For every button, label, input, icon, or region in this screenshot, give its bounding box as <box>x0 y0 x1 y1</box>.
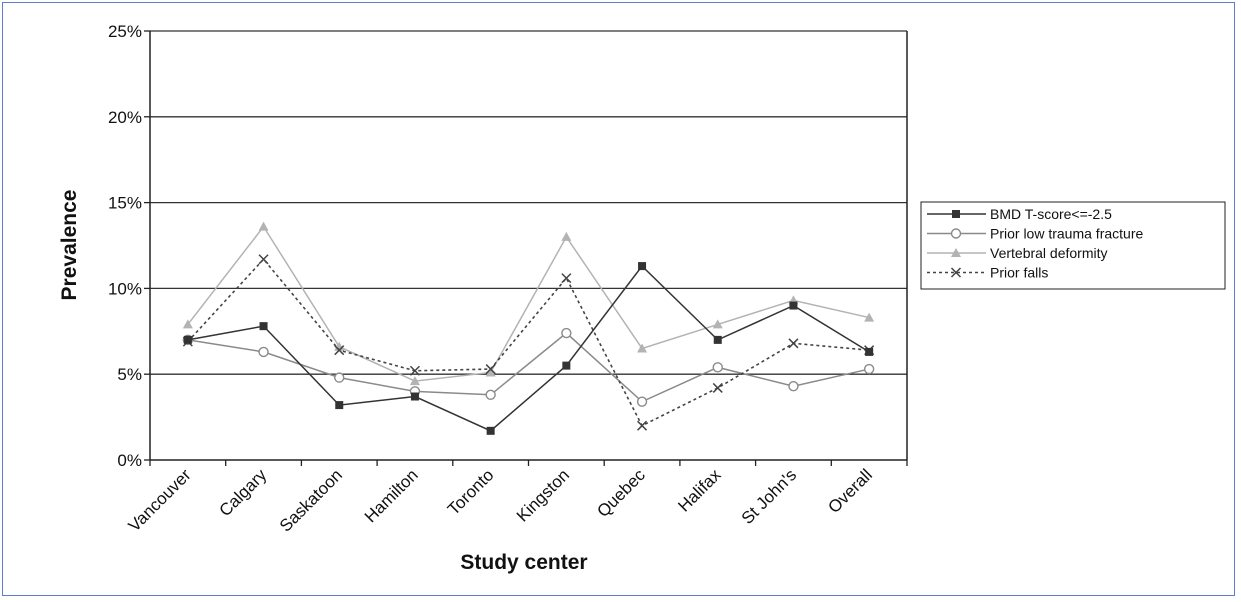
data-point <box>334 345 345 356</box>
legend: BMD T-score<=-2.5 Prior low trauma fractu… <box>920 201 1226 290</box>
legend-label: BMD T-score<=-2.5 <box>990 206 1112 222</box>
data-point <box>788 381 799 392</box>
gridlines <box>150 30 907 375</box>
y-tick-label: 25% <box>108 22 142 41</box>
x-tick-label: Halifax <box>674 465 725 516</box>
data-point <box>486 426 495 435</box>
x-axis-title: Study center <box>460 551 587 574</box>
data-point <box>712 362 723 373</box>
legend-item: BMD T-score<=-2.5 <box>927 206 1112 222</box>
legend-item: Vertebral deformity <box>927 245 1108 261</box>
series-line <box>187 258 870 427</box>
data-point <box>864 312 875 322</box>
data-point <box>950 228 962 239</box>
data-point <box>865 347 874 356</box>
data-point <box>409 376 420 386</box>
legend-label: Prior low trauma fracture <box>990 226 1143 242</box>
series-4 <box>182 254 875 431</box>
axes <box>144 30 908 466</box>
y-tick-label: 20% <box>108 108 142 127</box>
data-point <box>951 248 961 257</box>
data-point <box>636 396 648 407</box>
data-point <box>789 301 798 310</box>
y-tick-label: 15% <box>108 194 142 213</box>
data-point <box>713 335 722 344</box>
y-tick-label: 10% <box>108 279 142 298</box>
data-point <box>638 262 647 271</box>
x-tick-label: Saskatoon <box>276 465 346 535</box>
data-point <box>637 420 648 431</box>
data-point <box>410 392 419 401</box>
legend-label: Prior falls <box>990 265 1048 281</box>
x-tick-label: Vancouver <box>125 465 195 535</box>
data-point <box>788 338 799 349</box>
x-tick-label: Toronto <box>444 465 498 519</box>
x-tick-label: Overall <box>824 465 876 517</box>
data-point <box>561 231 572 241</box>
legend-item: Prior low trauma fracture <box>927 226 1143 242</box>
x-tick-label: Quebec <box>593 465 649 521</box>
series-line <box>187 264 870 432</box>
x-tick-label: Kingston <box>513 465 573 525</box>
data-point <box>258 346 269 358</box>
data-point <box>485 389 496 400</box>
data-point <box>258 221 269 231</box>
data-point <box>561 273 572 284</box>
data-point <box>258 254 269 265</box>
x-tick-labels: Vancouver Calgary Saskatoon Hamilton Toronto… <box>125 465 876 536</box>
y-axis-title: Prevalence <box>58 190 81 301</box>
data-point <box>952 210 960 218</box>
data-point <box>637 343 648 353</box>
series-layer <box>182 221 875 435</box>
series-line <box>187 225 870 382</box>
data-point <box>863 363 875 375</box>
legend-item: Prior falls <box>927 265 1048 281</box>
data-point <box>409 365 420 376</box>
data-point <box>562 361 571 370</box>
series-1 <box>183 262 874 435</box>
x-tick-label: Calgary <box>216 465 271 520</box>
series-line <box>187 332 870 403</box>
data-point <box>335 401 344 410</box>
data-point <box>485 367 496 377</box>
legend-label: Vertebral deformity <box>990 245 1108 261</box>
data-point <box>950 267 962 278</box>
y-tick-label: 0% <box>117 451 142 470</box>
data-point <box>561 327 572 339</box>
data-point <box>712 382 723 393</box>
data-point <box>259 322 268 331</box>
data-point <box>183 335 192 344</box>
x-tick-label: Hamilton <box>361 465 422 526</box>
series-3 <box>182 221 875 386</box>
data-point <box>182 319 193 329</box>
legend-box <box>920 201 1226 290</box>
y-tick-label: 5% <box>117 365 142 384</box>
data-point <box>712 319 723 329</box>
series-2 <box>182 327 875 407</box>
data-point <box>334 372 345 383</box>
x-tick-label: St John's <box>738 465 801 528</box>
data-point <box>485 364 496 375</box>
y-tick-labels: 0% 5% 10% 15% 20% 25% <box>108 22 142 470</box>
